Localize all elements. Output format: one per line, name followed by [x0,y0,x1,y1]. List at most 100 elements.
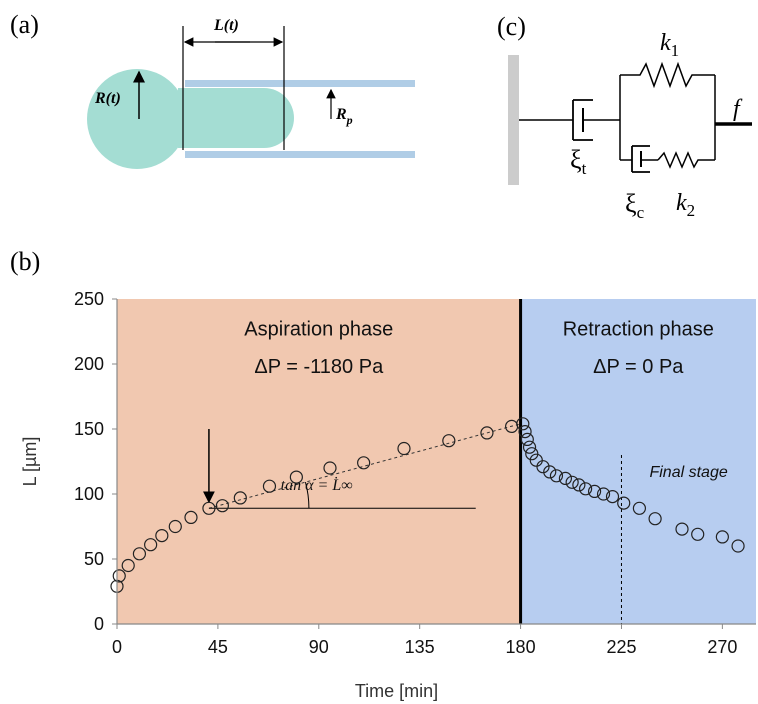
data-point [442,434,456,448]
cell-neck [170,96,190,142]
y-tick-label: 0 [94,614,104,634]
retraction-phase-pressure: ΔP = 0 Pa [593,356,684,378]
tangent-angle-arc [304,482,310,509]
length-label: L(t) [213,17,239,34]
data-point [536,460,550,474]
pipette-wall-bottom [185,151,415,158]
aspiration-region [117,299,521,624]
cell-body [87,69,187,169]
data-point [289,470,303,484]
y-tick-label: 150 [74,419,104,439]
data-point [632,501,647,515]
data-point [558,471,573,485]
data-point [522,440,537,454]
retraction-region [520,299,756,624]
xi-c-symbol: ξ [625,189,637,218]
xi-t-symbol: ξ [570,145,582,174]
data-point [215,499,229,513]
data-point [132,547,147,561]
force-label: f [733,96,743,122]
panel-a-diagram: R(t) L(t) Rp [87,17,415,169]
spring-k1 [620,61,715,89]
radius-label: R(t) [94,90,121,107]
data-point [565,475,579,489]
xi-c-subscript: c [637,203,645,222]
k2-label: k2 [676,190,695,220]
x-tick-label: 45 [208,637,228,657]
dashpot-xi-t [572,99,620,141]
data-point [648,512,662,526]
pipette-radius-subscript: p [346,113,353,127]
data-point [184,510,198,525]
x-tick-label: 180 [506,637,536,657]
xi-t-label: ξt [570,145,587,178]
data-point [168,519,182,534]
k1-label: k1 [660,30,679,60]
pipette-radius-symbol: R [335,106,347,123]
data-point [233,491,247,505]
data-point [357,456,371,470]
axes: 0 45 90 135 180 225 270 0 50 100 150 200 250 [74,289,756,657]
aspiration-phase-pressure: ΔP = -1180 Pa [254,356,384,378]
data-point [262,479,277,493]
k1-symbol: k [660,30,671,56]
data-point [578,482,593,496]
k2-symbol: k [676,190,687,216]
x-tick-label: 270 [707,637,737,657]
y-tick-label: 200 [74,354,104,374]
data-point [596,487,611,501]
data-point [397,441,411,456]
pipette-radius-label: Rp [335,106,353,127]
data-point [691,527,705,541]
data-point [675,522,689,536]
panel-c-diagram: k1 f ξt ξc k2 [508,30,752,222]
x-tick-label: 90 [309,637,329,657]
data-points [110,417,745,593]
y-tick-label: 250 [74,289,104,309]
final-stage-label: Final stage [649,464,727,481]
pipette-wall-top [185,80,415,87]
data-point [715,530,729,544]
data-point [731,539,745,553]
y-tick-label: 100 [74,484,104,504]
data-point [144,538,158,552]
data-point [543,465,557,479]
data-point [121,558,135,573]
retraction-phase-title: Retraction phase [563,318,714,340]
x-tick-label: 0 [112,637,122,657]
y-axis-label: L [µm] [20,437,40,487]
fixed-wall [508,55,519,185]
dashpot-xi-c [620,145,658,173]
cell-tongue [178,88,294,148]
x-axis-label: Time [min] [355,681,438,701]
x-tick-label: 225 [606,637,636,657]
data-point [323,461,337,475]
data-point [518,425,532,439]
k1-subscript: 1 [671,41,680,60]
x-tick-label: 135 [405,637,435,657]
data-point [516,417,530,431]
data-point [525,447,539,461]
data-point [520,432,534,446]
data-point [605,490,620,504]
xi-t-subscript: t [582,159,587,178]
y-tick-label: 50 [84,549,104,569]
data-point [155,528,169,543]
data-point [112,569,126,583]
panel-c-label: (c) [497,12,526,41]
panel-b-label: (b) [10,247,41,276]
data-point [587,484,602,498]
spring-k2 [657,151,715,169]
data-point [549,469,564,483]
k2-subscript: 2 [687,201,696,220]
data-point [572,478,586,492]
tangent-annotation: tan α = L̇∞ [281,477,353,494]
panel-a-label: (a) [10,10,39,39]
creep-chart: Final stage Aspiration phase ΔP = -1180 … [20,289,756,701]
xi-c-label: ξc [625,189,645,222]
data-point [202,501,216,515]
data-point [480,426,494,440]
aspiration-phase-title: Aspiration phase [244,318,393,340]
data-point [617,496,631,510]
